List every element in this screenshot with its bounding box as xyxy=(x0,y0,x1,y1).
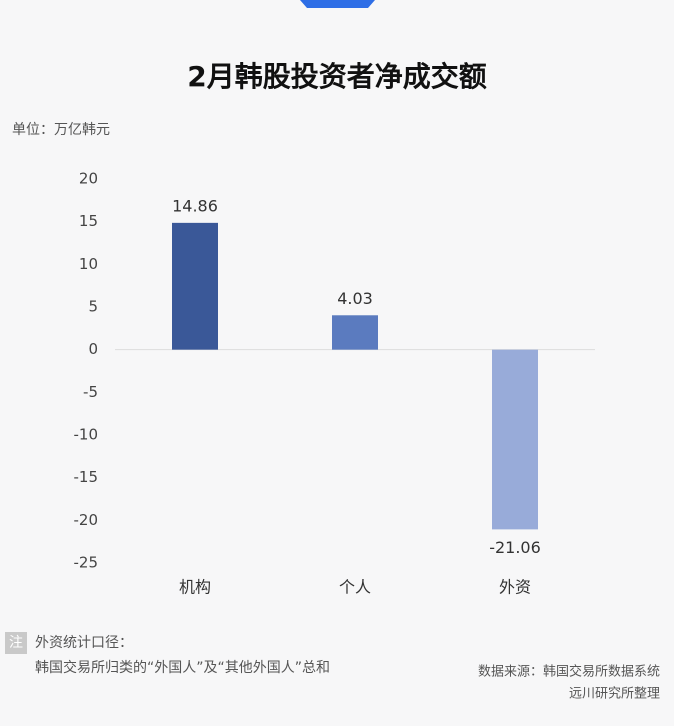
bar xyxy=(492,349,538,530)
y-tick-label: -10 xyxy=(74,426,99,444)
chart-title: 2月韩股投资者净成交额 xyxy=(187,60,486,93)
y-tick-label: -5 xyxy=(83,383,98,401)
x-tick-label: 个人 xyxy=(339,578,371,597)
bar xyxy=(332,315,378,350)
note-badge-bg xyxy=(5,632,27,654)
y-tick-label: 5 xyxy=(88,298,98,316)
source: 数据来源：韩国交易所数据系统 xyxy=(478,664,660,680)
note-line: 外资统计口径： xyxy=(35,635,133,651)
x-tick-label: 外资 xyxy=(499,578,531,597)
y-tick-label: -25 xyxy=(74,554,99,572)
source: 远川研究所整理 xyxy=(569,687,660,702)
bar xyxy=(172,222,218,350)
x-tick-label: 机构 xyxy=(179,578,211,597)
unit-label: 单位：万亿韩元 xyxy=(12,122,110,138)
y-tick-label: -20 xyxy=(74,511,99,529)
value-label: 4.03 xyxy=(337,289,373,308)
value-label: -21.06 xyxy=(489,538,541,557)
y-tick-label: -15 xyxy=(74,468,99,486)
top-tab xyxy=(300,0,375,8)
note-badge: 注 xyxy=(9,635,23,651)
note-line: 韩国交易所归类的“外国人”及“其他外国人”总和 xyxy=(35,659,330,676)
y-tick-label: 15 xyxy=(79,212,98,230)
y-tick-label: 10 xyxy=(79,255,98,273)
value-label: 14.86 xyxy=(172,196,218,215)
y-tick-label: 20 xyxy=(79,170,98,188)
y-tick-label: 0 xyxy=(88,340,98,358)
